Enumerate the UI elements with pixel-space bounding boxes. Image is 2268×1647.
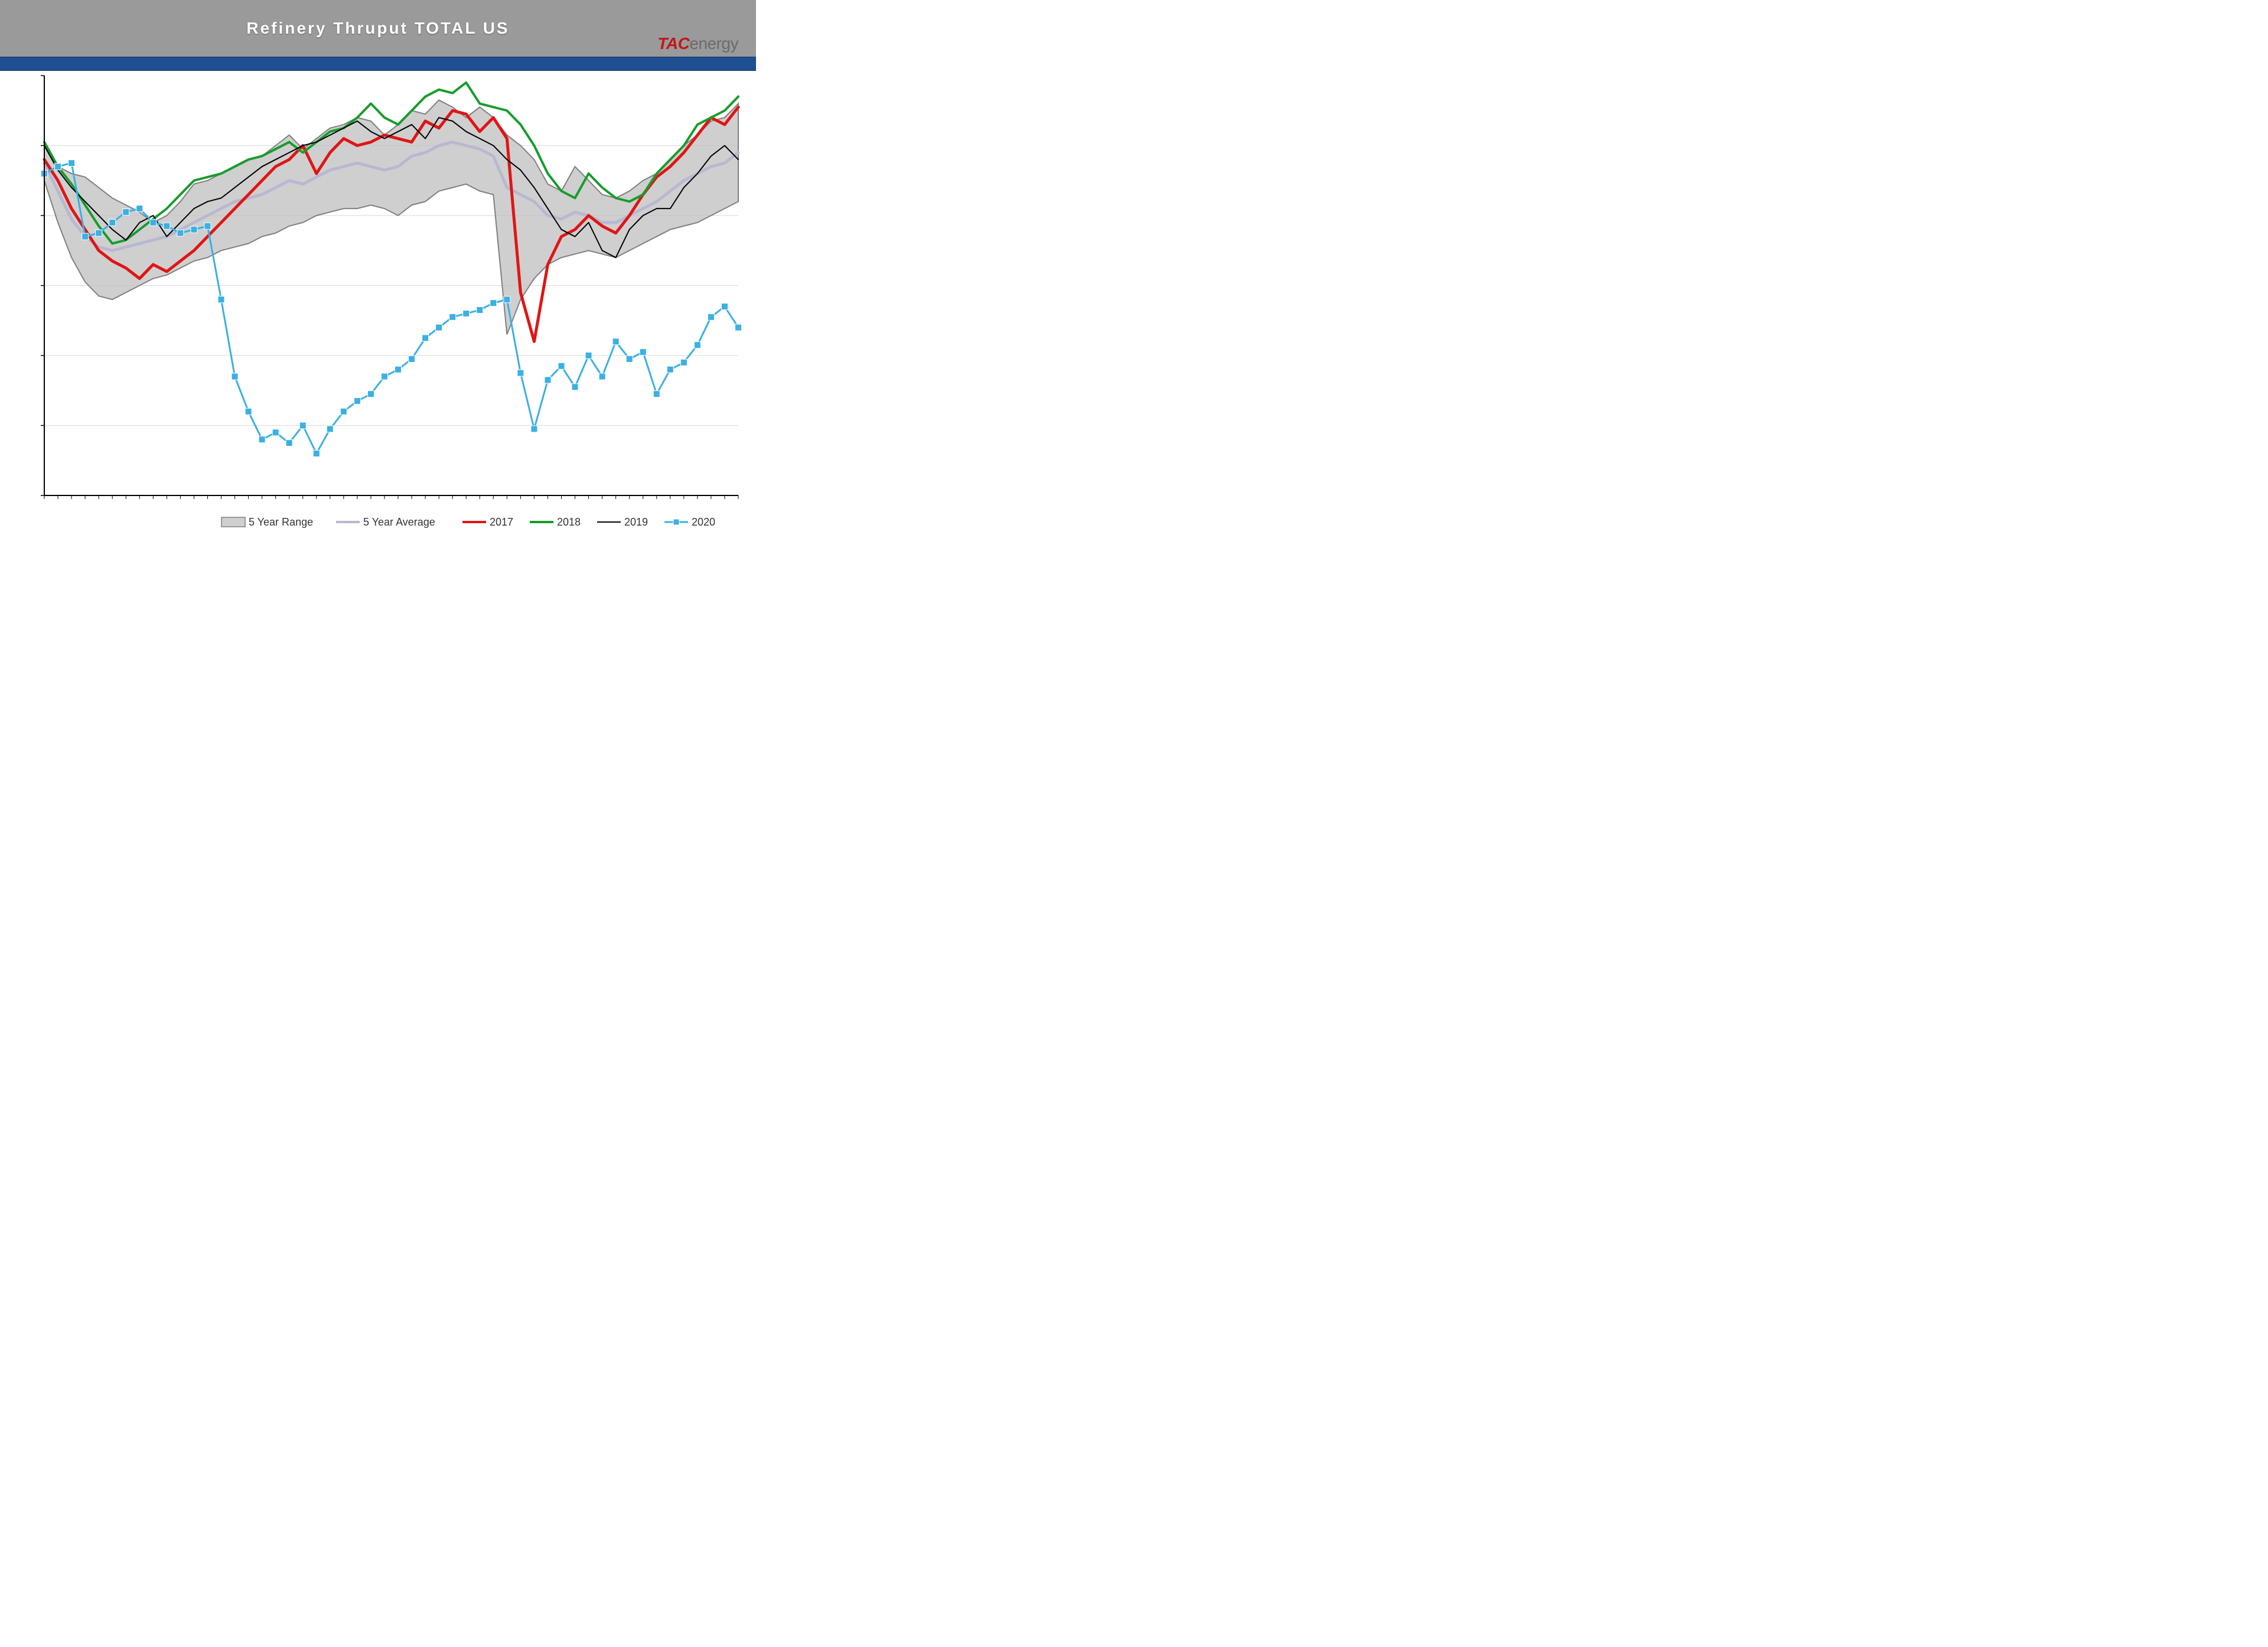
brand-logo-energy: energy [689,34,738,53]
series-2020-marker [436,324,442,331]
legend-label: 2017 [490,516,513,528]
series-2020-marker [708,314,714,320]
series-2020-marker [245,408,252,415]
series-2020-marker [409,356,415,362]
legend-label: 2020 [692,516,715,528]
series-2020-marker [286,440,292,446]
plot-area: 5 Year Range 5 Year Average 2017 2018 2019 20… [0,70,756,549]
legend-label: 5 Year Average [363,516,435,528]
series-2020-marker [585,353,592,359]
series-2020-marker [490,300,497,306]
series-2020-marker [204,223,211,229]
series-2020-marker [612,338,619,345]
series-2020-marker [422,335,429,341]
series-2020-marker [477,306,483,313]
series-2020-marker [680,359,687,366]
series-2020-marker [123,209,129,216]
header-accent-strip [0,57,756,71]
series-2020-marker [367,391,374,397]
series-2020-marker [653,391,660,397]
series-2020-marker [463,310,470,317]
chart-title: Refinery Thruput TOTAL US [246,19,509,38]
series-2020-marker [191,226,197,233]
series-2020-marker [313,450,320,456]
series-2020-marker [232,373,238,380]
chart-svg: 5 Year Range 5 Year Average 2017 2018 2019 20… [0,70,756,549]
legend-label: 5 Year Range [249,516,313,528]
series-2020-marker [395,366,402,373]
series-2020-marker [694,342,700,348]
header-bar: Refinery Thruput TOTAL US [0,0,756,57]
series-2020-marker [640,349,646,356]
series-2020-marker [667,366,673,373]
legend-label: 2019 [624,516,648,528]
chart-container: Refinery Thruput TOTAL US TACenergy 5 Ye… [0,0,756,549]
series-2020-marker [69,160,75,167]
series-2020-marker [721,304,728,310]
series-2020-marker [626,356,633,362]
series-2020-marker [259,436,265,443]
legend: 5 Year Range 5 Year Average 2017 2018 2019 20… [221,516,715,528]
series-2020-marker [735,324,742,331]
series-2020-marker [150,219,157,226]
series-2020-marker [82,233,89,240]
series-2020-marker [327,426,333,432]
series-2020-marker [136,206,143,212]
series-2020-marker [572,384,578,390]
series-2020-marker [504,296,510,303]
series-2020-marker [218,296,224,303]
series-2020-marker [354,398,360,405]
brand-logo: TACenergy [657,34,738,53]
brand-logo-tac: TAC [657,34,689,53]
series-2020-marker [449,314,456,320]
series-2020-marker [96,230,102,236]
series-2020-marker [109,219,116,226]
series-2020-marker [558,363,565,369]
series-2020-marker [177,230,184,236]
series-2020-marker [164,223,170,229]
series-2020-marker [272,429,279,436]
series-2020-marker [599,373,605,380]
series-2020-marker [340,408,347,415]
series-2020-marker [55,164,61,170]
legend-label: 2018 [557,516,581,528]
series-2020-marker [517,370,524,376]
series-2020-marker [381,373,387,380]
series-2020-marker [299,422,306,429]
series-2020-marker [531,426,537,432]
legend-swatch-range [221,517,245,527]
series-2020-marker [545,377,551,383]
